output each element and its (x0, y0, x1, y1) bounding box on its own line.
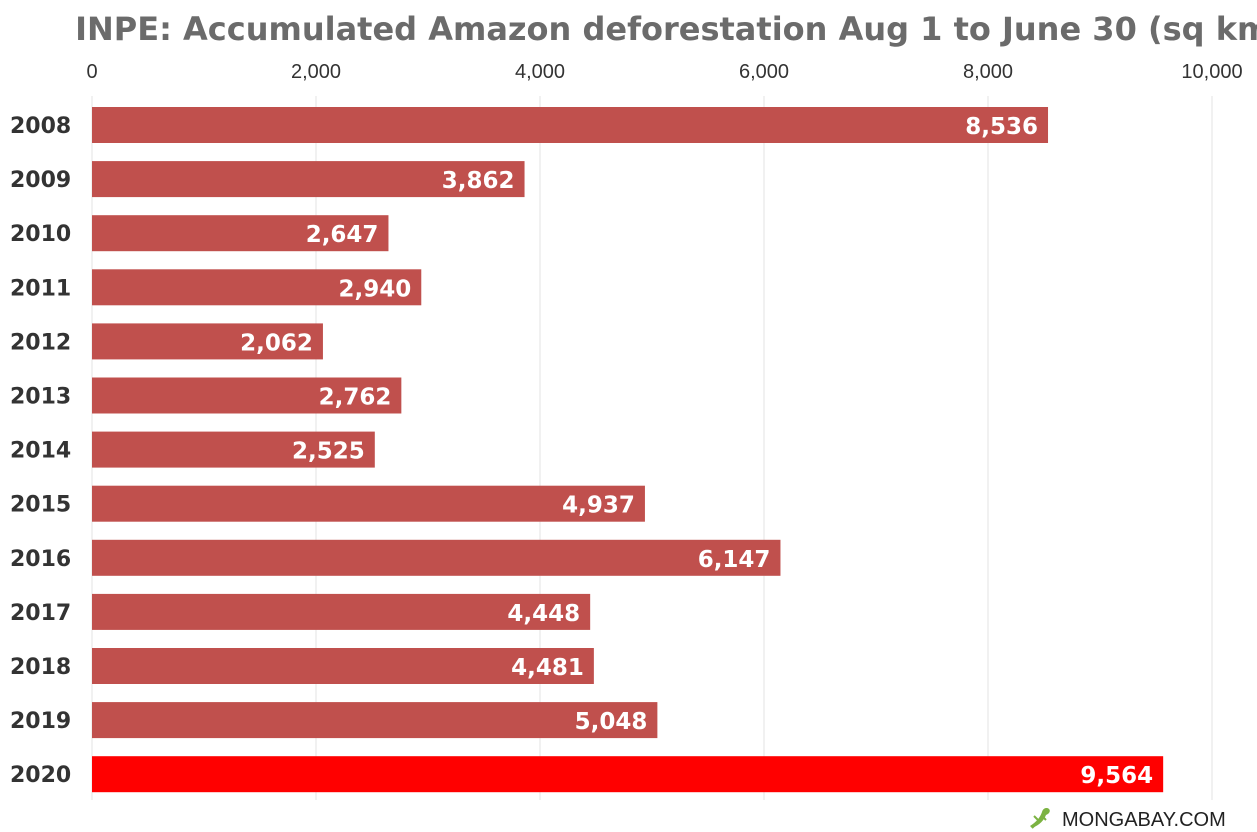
data-label: 8,536 (965, 114, 1038, 140)
data-label: 4,448 (507, 601, 580, 627)
category-label: 2011 (10, 276, 71, 301)
data-label: 2,647 (306, 222, 379, 248)
category-label: 2020 (10, 763, 71, 788)
category-label: 2008 (10, 114, 71, 139)
bar-2015 (92, 485, 645, 522)
category-label: 2016 (10, 547, 71, 572)
bar-2013 (92, 377, 402, 414)
data-label: 4,937 (562, 493, 635, 519)
bar-2009 (92, 161, 525, 198)
data-label: 9,564 (1080, 763, 1153, 789)
bar-2016 (92, 539, 781, 576)
category-label: 2017 (10, 601, 71, 626)
data-label: 2,062 (240, 330, 313, 356)
data-label: 4,481 (511, 655, 584, 681)
gecko-icon (1030, 808, 1050, 829)
chart-title: INPE: Accumulated Amazon deforestation A… (75, 10, 1257, 48)
bar-2018 (92, 648, 594, 684)
bar-2011 (92, 269, 422, 306)
category-label: 2010 (10, 222, 71, 247)
bar-2010 (92, 215, 389, 252)
x-tick-label: 6,000 (739, 61, 789, 83)
bar-2017 (92, 593, 591, 630)
bar-2019 (92, 702, 658, 739)
x-tick-label: 0 (86, 61, 97, 83)
x-tick-label: 4,000 (515, 61, 565, 83)
category-label: 2015 (10, 493, 71, 518)
category-label: 2014 (10, 439, 71, 464)
bar-2008 (92, 107, 1049, 143)
x-axis-ticks: 0 2,000 4,000 6,000 8,000 10,000 (86, 61, 1242, 83)
data-labels: 8,536 3,862 2,647 2,940 2,062 2,762 2,525 4,937… (240, 114, 1153, 789)
x-tick-label: 10,000 (1181, 61, 1242, 83)
brand-text: MONGABAY.COM (1062, 809, 1226, 831)
data-label: 2,940 (339, 276, 412, 302)
bar-2014 (92, 431, 375, 468)
category-label: 2013 (10, 385, 71, 410)
data-label: 2,762 (319, 385, 392, 411)
category-label: 2012 (10, 330, 71, 355)
data-label: 2,525 (292, 439, 365, 465)
x-tick-label: 2,000 (291, 61, 341, 83)
data-label: 6,147 (698, 547, 771, 573)
bars (92, 107, 1164, 793)
y-axis-categories: 2008 2009 2010 2011 2012 2013 2014 2015 2016 2017… (10, 114, 71, 788)
x-tick-label: 8,000 (963, 61, 1013, 83)
data-label: 3,862 (442, 168, 515, 194)
bar-2020 (92, 756, 1164, 793)
category-label: 2009 (10, 168, 71, 193)
category-label: 2019 (10, 709, 71, 734)
data-label: 5,048 (575, 709, 648, 735)
bar-2012 (92, 323, 323, 360)
branding: MONGABAY.COM (1030, 808, 1226, 831)
category-label: 2018 (10, 655, 71, 680)
